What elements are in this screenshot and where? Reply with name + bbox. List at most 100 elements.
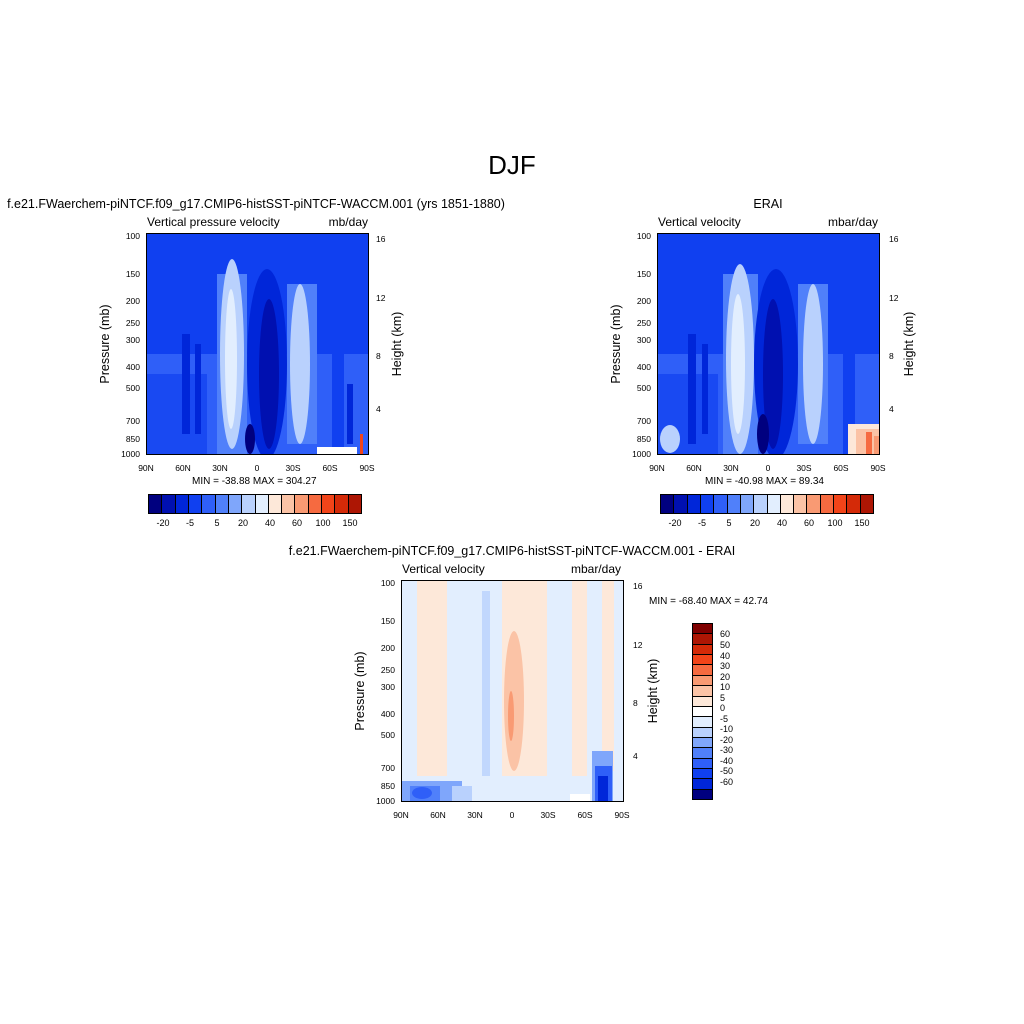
y-tick: 300 bbox=[125, 335, 140, 345]
x-tick: 30S bbox=[285, 463, 301, 473]
y-tick: 400 bbox=[380, 709, 395, 719]
x-tick: 90N bbox=[393, 810, 409, 820]
y-right-axis-label: Height (km) bbox=[646, 658, 660, 724]
y-tick: 850 bbox=[125, 434, 140, 444]
colorbar-label: -10 bbox=[720, 724, 734, 734]
y-tick: 850 bbox=[380, 781, 395, 791]
x-tick: 0 bbox=[765, 463, 771, 473]
y-tick: 150 bbox=[125, 269, 140, 279]
colorbar-label: 40 bbox=[720, 651, 731, 661]
contour-plot bbox=[401, 580, 624, 802]
y-tick: 850 bbox=[636, 434, 651, 444]
colorbar-label: 50 bbox=[720, 640, 731, 650]
y-right-tick: 4 bbox=[376, 404, 381, 414]
colorbar-label: 150 bbox=[854, 518, 870, 528]
colorbar-label: 60 bbox=[720, 629, 731, 639]
colorbar-label: -5 bbox=[185, 518, 194, 528]
x-tick: 90S bbox=[870, 463, 886, 473]
colorbar-label: 5 bbox=[726, 518, 732, 528]
colorbar-label: 60 bbox=[803, 518, 814, 528]
min-max-label: MIN = -40.98 MAX = 89.34 bbox=[705, 476, 824, 487]
colorbar-label: -30 bbox=[720, 745, 734, 755]
x-tick: 90N bbox=[649, 463, 665, 473]
variable-label: Vertical velocity bbox=[402, 562, 485, 576]
y-right-tick: 16 bbox=[633, 581, 643, 591]
colorbar-label: -60 bbox=[720, 777, 734, 787]
y-tick: 200 bbox=[380, 643, 395, 653]
colorbar-label: -40 bbox=[720, 756, 734, 766]
colorbar-label: 20 bbox=[720, 672, 731, 682]
y-tick: 150 bbox=[636, 269, 651, 279]
colorbar-label: -5 bbox=[720, 714, 729, 724]
panel-title: f.e21.FWaerchem-piNTCF.f09_g17.CMIP6-his… bbox=[7, 197, 505, 211]
units-label: mbar/day bbox=[570, 562, 621, 576]
colorbar-label: -20 bbox=[668, 518, 682, 528]
y-axis-label: Pressure (mb) bbox=[98, 304, 112, 384]
y-tick: 100 bbox=[380, 578, 395, 588]
colorbar-label: 60 bbox=[291, 518, 302, 528]
y-tick: 250 bbox=[380, 665, 395, 675]
x-tick: 30S bbox=[540, 810, 556, 820]
y-tick: 250 bbox=[125, 318, 140, 328]
y-tick: 400 bbox=[636, 362, 651, 372]
colorbar-label: 10 bbox=[720, 682, 731, 692]
contour-field bbox=[402, 581, 623, 801]
y-tick: 700 bbox=[636, 416, 651, 426]
y-right-axis-label: Height (km) bbox=[902, 311, 916, 377]
x-tick: 90S bbox=[614, 810, 630, 820]
y-tick: 400 bbox=[125, 362, 140, 372]
units-label: mbar/day bbox=[827, 215, 878, 229]
y-tick: 1000 bbox=[121, 449, 140, 459]
colorbar-label: 20 bbox=[237, 518, 248, 528]
variable-label: Vertical pressure velocity bbox=[147, 215, 280, 229]
x-tick: 60N bbox=[175, 463, 191, 473]
figure-title: DJF bbox=[488, 150, 536, 180]
y-tick: 100 bbox=[125, 231, 140, 241]
colorbar-label: -20 bbox=[156, 518, 170, 528]
colorbar-label: 100 bbox=[315, 518, 331, 528]
y-axis-label: Pressure (mb) bbox=[609, 304, 623, 384]
y-tick: 300 bbox=[636, 335, 651, 345]
colorbar-label: 100 bbox=[827, 518, 843, 528]
units-label: mb/day bbox=[328, 215, 368, 229]
y-tick: 1000 bbox=[632, 449, 651, 459]
colorbar bbox=[692, 623, 713, 800]
colorbar-label: 40 bbox=[264, 518, 275, 528]
colorbar-label: 5 bbox=[214, 518, 220, 528]
y-tick: 500 bbox=[125, 383, 140, 393]
y-tick: 300 bbox=[380, 682, 395, 692]
y-right-tick: 16 bbox=[376, 234, 386, 244]
colorbar-label: 0 bbox=[720, 703, 726, 713]
y-right-tick: 12 bbox=[376, 293, 386, 303]
x-tick: 90N bbox=[138, 463, 154, 473]
y-tick: 200 bbox=[125, 296, 140, 306]
y-right-tick: 8 bbox=[633, 698, 638, 708]
y-tick: 500 bbox=[636, 383, 651, 393]
y-tick: 250 bbox=[636, 318, 651, 328]
y-tick: 200 bbox=[636, 296, 651, 306]
colorbar-label: 20 bbox=[749, 518, 760, 528]
y-axis-label: Pressure (mb) bbox=[353, 651, 367, 731]
colorbar-label: 40 bbox=[776, 518, 787, 528]
contour-plot bbox=[657, 233, 880, 455]
x-tick: 60S bbox=[833, 463, 849, 473]
y-tick: 1000 bbox=[376, 796, 395, 806]
y-tick: 100 bbox=[636, 231, 651, 241]
x-tick: 60S bbox=[577, 810, 593, 820]
colorbar bbox=[148, 494, 362, 514]
x-tick: 30N bbox=[467, 810, 483, 820]
x-tick: 0 bbox=[254, 463, 260, 473]
y-tick: 150 bbox=[380, 616, 395, 626]
y-right-tick: 4 bbox=[633, 751, 638, 761]
x-tick: 30S bbox=[796, 463, 812, 473]
y-right-tick: 12 bbox=[633, 640, 643, 650]
x-tick: 60N bbox=[686, 463, 702, 473]
x-tick: 90S bbox=[359, 463, 375, 473]
y-tick: 700 bbox=[125, 416, 140, 426]
y-right-axis-label: Height (km) bbox=[390, 311, 404, 377]
y-tick: 700 bbox=[380, 763, 395, 773]
y-right-tick: 8 bbox=[889, 351, 894, 361]
x-tick: 0 bbox=[509, 810, 515, 820]
variable-label: Vertical velocity bbox=[658, 215, 741, 229]
min-max-label: MIN = -38.88 MAX = 304.27 bbox=[192, 476, 317, 487]
